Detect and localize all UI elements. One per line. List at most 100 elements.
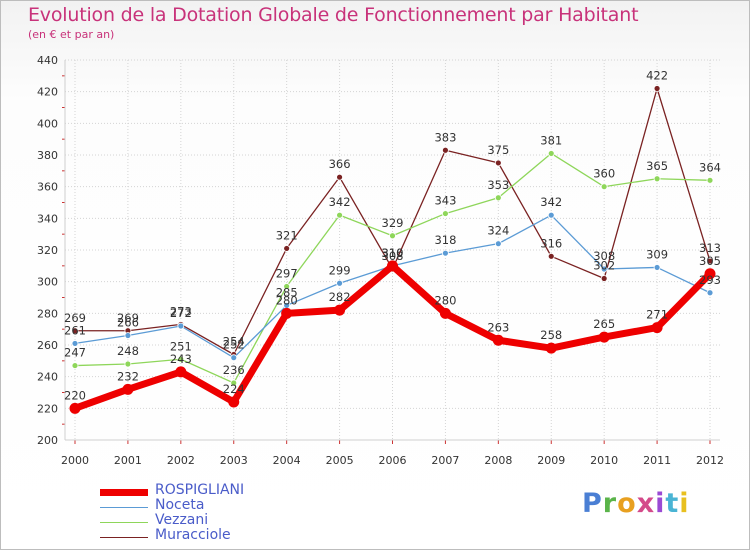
data-point-rospigliani bbox=[69, 402, 81, 414]
data-point-vezzani bbox=[494, 194, 502, 202]
data-label-muracciole: 422 bbox=[646, 69, 668, 83]
logo-letter: i bbox=[679, 488, 690, 519]
data-point-vezzani bbox=[230, 379, 238, 387]
data-label-rospigliani: 271 bbox=[646, 308, 668, 322]
data-label-rospigliani: 280 bbox=[434, 293, 456, 307]
data-label-vezzani: 251 bbox=[170, 339, 192, 353]
data-point-vezzani bbox=[442, 210, 449, 217]
line-chart: 200 220 240 260 280 300 320 340 360 380 400 420 440 2… bbox=[37, 54, 724, 467]
data-label-rospigliani: 280 bbox=[276, 293, 298, 307]
data-label-vezzani: 365 bbox=[646, 159, 668, 173]
data-label-rospigliani: 220 bbox=[64, 388, 86, 402]
data-label-noceta: 324 bbox=[487, 224, 509, 238]
data-labels: 269 269 273 254 321 366 308 383 375 316 302 422 313 2… bbox=[64, 69, 721, 403]
data-point-vezzani bbox=[283, 283, 291, 290]
data-label-noceta: 310 bbox=[382, 246, 404, 260]
y-tick-label: 440 bbox=[37, 54, 58, 67]
data-point-vezzani bbox=[653, 175, 661, 183]
data-point-noceta bbox=[547, 211, 555, 219]
data-point-vezzani bbox=[389, 232, 396, 240]
x-tick-label: 2010 bbox=[590, 454, 618, 467]
y-tick-label: 420 bbox=[37, 86, 58, 99]
data-label-noceta: 318 bbox=[434, 233, 456, 247]
data-label-noceta: 342 bbox=[540, 195, 562, 209]
data-label-muracciole: 313 bbox=[699, 241, 721, 255]
y-tick-label: 280 bbox=[37, 307, 58, 320]
data-label-noceta: 299 bbox=[329, 263, 351, 277]
data-label-rospigliani: 305 bbox=[699, 254, 721, 268]
y-tick-label: 400 bbox=[37, 117, 58, 130]
x-tick-label: 2012 bbox=[696, 454, 724, 467]
data-point-rospigliani bbox=[598, 331, 610, 343]
data-point-noceta bbox=[177, 322, 185, 330]
data-point-muracciole bbox=[336, 173, 343, 181]
logo-letter: P bbox=[582, 488, 603, 519]
data-label-rospigliani: 243 bbox=[170, 352, 192, 366]
data-point-noceta bbox=[71, 340, 79, 347]
x-tick-label: 2001 bbox=[114, 454, 142, 467]
data-label-vezzani: 297 bbox=[276, 266, 298, 280]
data-label-noceta: 309 bbox=[646, 247, 668, 261]
data-point-muracciole bbox=[706, 257, 714, 265]
data-label-muracciole: 302 bbox=[593, 259, 615, 273]
logo-letter: i bbox=[655, 488, 666, 519]
logo-letter: t bbox=[665, 488, 680, 519]
series-lines bbox=[69, 85, 716, 414]
x-tick-label: 2008 bbox=[484, 454, 512, 467]
data-point-noceta bbox=[124, 332, 132, 339]
data-label-noceta: 272 bbox=[170, 306, 192, 320]
data-point-rospigliani bbox=[281, 307, 293, 319]
chart-title: Evolution de la Dotation Globale de Fonc… bbox=[28, 4, 639, 26]
data-label-rospigliani: 232 bbox=[117, 369, 139, 383]
x-tick-label: 2004 bbox=[273, 454, 301, 467]
data-label-rospigliani: 224 bbox=[223, 382, 245, 396]
data-label-muracciole: 269 bbox=[117, 311, 139, 325]
data-point-noceta bbox=[230, 354, 238, 362]
data-label-muracciole: 269 bbox=[64, 311, 86, 325]
data-label-rospigliani: 310 bbox=[382, 246, 404, 260]
logo-letter: o bbox=[617, 488, 637, 519]
y-tick-label: 360 bbox=[37, 181, 58, 194]
x-tick-label: 2003 bbox=[220, 454, 248, 467]
data-label-vezzani: 381 bbox=[540, 133, 562, 147]
legend-label: Vezzani bbox=[155, 512, 209, 528]
x-tick-label: 2006 bbox=[379, 454, 407, 467]
legend-swatch bbox=[100, 521, 148, 523]
data-label-muracciole: 383 bbox=[434, 130, 456, 144]
y-tick-label: 220 bbox=[37, 402, 58, 415]
data-point-rospigliani bbox=[704, 268, 716, 280]
data-label-rospigliani: 282 bbox=[329, 290, 351, 304]
data-point-vezzani bbox=[706, 176, 714, 184]
logo-letter: x bbox=[636, 488, 656, 519]
data-point-rospigliani bbox=[228, 396, 240, 408]
x-tick-label: 2005 bbox=[326, 454, 354, 467]
data-label-vezzani: 342 bbox=[329, 195, 351, 209]
data-label-vezzani: 343 bbox=[434, 194, 456, 208]
data-label-muracciole: 321 bbox=[276, 228, 298, 242]
y-tick-label: 380 bbox=[37, 149, 58, 162]
data-label-muracciole: 254 bbox=[223, 335, 245, 349]
data-label-muracciole: 366 bbox=[329, 157, 351, 171]
data-point-noceta bbox=[600, 265, 608, 273]
data-label-vezzani: 360 bbox=[593, 167, 615, 181]
data-label-vezzani: 236 bbox=[223, 363, 245, 377]
legend-label: ROSPIGLIANI bbox=[155, 482, 245, 498]
legend-label: Muracciole bbox=[155, 527, 231, 543]
data-point-rospigliani bbox=[334, 304, 346, 316]
data-point-rospigliani bbox=[439, 307, 451, 319]
data-point-rospigliani bbox=[492, 334, 504, 346]
data-point-muracciole bbox=[547, 252, 555, 260]
data-label-rospigliani: 263 bbox=[487, 320, 509, 334]
y-tick-label: 320 bbox=[37, 244, 58, 257]
y-tick-label: 260 bbox=[37, 339, 58, 352]
data-point-vezzani bbox=[71, 362, 79, 369]
data-point-vezzani bbox=[124, 360, 132, 368]
y-tick-label: 300 bbox=[37, 276, 58, 289]
data-point-vezzani bbox=[336, 211, 343, 219]
grid bbox=[65, 59, 720, 441]
data-point-muracciole bbox=[71, 327, 79, 335]
data-label-muracciole: 308 bbox=[382, 249, 404, 263]
data-label-noceta: 261 bbox=[64, 323, 86, 337]
y-tick-label: 240 bbox=[37, 371, 58, 384]
data-point-muracciole bbox=[283, 245, 291, 252]
